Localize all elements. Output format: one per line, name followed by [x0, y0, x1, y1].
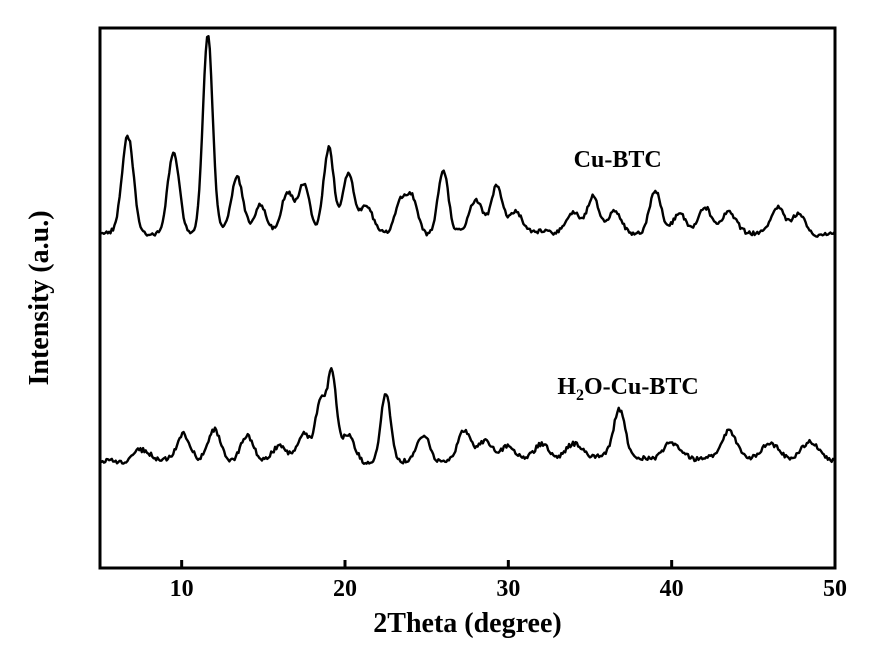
curve-label: Cu-BTC	[574, 147, 662, 173]
x-tick-label: 20	[333, 576, 357, 602]
y-axis-label: Intensity (a.u.)	[24, 210, 55, 385]
xrd-plot: 10 20 30 40 50 2Theta (degree) Intensity (a.…	[0, 0, 889, 658]
curve-h2o-cu-btc	[100, 368, 834, 464]
curve-label: H2O-Cu-BTC	[557, 374, 698, 404]
figure-container: 10 20 30 40 50 2Theta (degree) Intensity (a.…	[0, 0, 889, 658]
curve-labels-group: Cu-BTC H2O-Cu-BTC	[557, 147, 698, 404]
curves-group	[100, 36, 834, 464]
x-tick-label: 50	[823, 576, 847, 602]
plot-frame	[100, 28, 835, 568]
x-axis-label: 2Theta (degree)	[373, 608, 561, 639]
x-tick-label: 10	[170, 576, 194, 602]
x-tick-label: 30	[496, 576, 520, 602]
x-tick-labels: 10 20 30 40 50	[170, 576, 847, 602]
x-tick-label: 40	[660, 576, 684, 602]
curve-cu-btc	[100, 36, 834, 237]
